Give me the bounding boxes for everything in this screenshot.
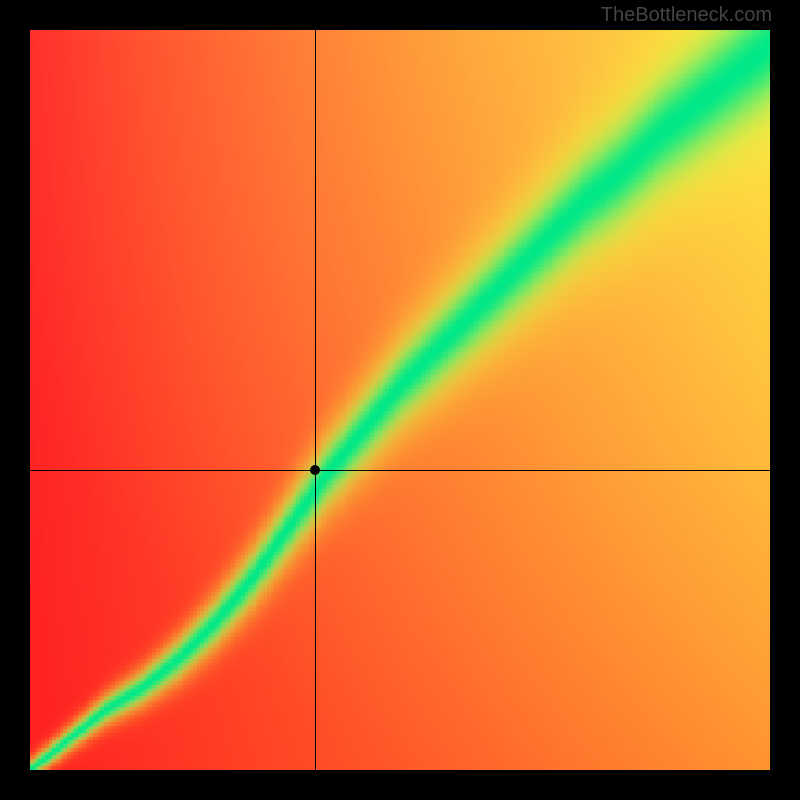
watermark-text: TheBottleneck.com bbox=[601, 4, 772, 27]
outer-frame: TheBottleneck.com bbox=[0, 0, 800, 800]
crosshair-horizontal bbox=[30, 470, 770, 471]
heatmap-canvas bbox=[30, 30, 770, 770]
data-point-marker bbox=[310, 465, 320, 475]
chart-container: TheBottleneck.com bbox=[0, 0, 800, 800]
crosshair-vertical bbox=[315, 30, 316, 770]
plot-area bbox=[30, 30, 770, 770]
